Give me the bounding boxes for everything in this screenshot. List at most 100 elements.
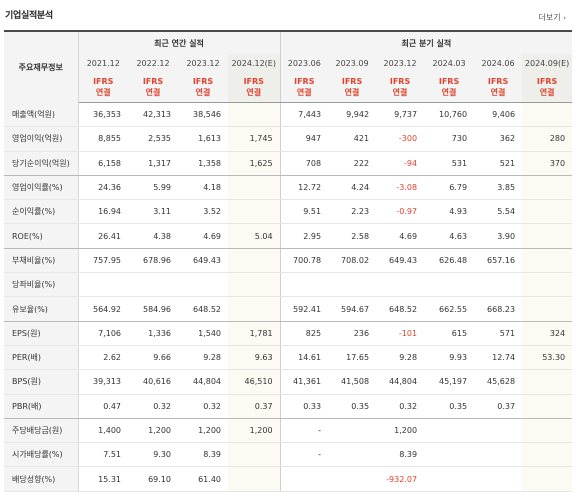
ifrs-standard: IFRS — [487, 77, 509, 86]
table-cell: 3.11 — [128, 199, 178, 225]
chevron-right-icon[interactable]: › — [563, 14, 566, 22]
row-label: BPS(원) — [4, 369, 79, 395]
table-cell — [228, 102, 281, 128]
table-cell: 584.96 — [128, 296, 178, 322]
period-header: 2023.06 — [280, 54, 329, 72]
table-cell: 24.36 — [78, 175, 128, 201]
table-cell: 1,336 — [128, 321, 178, 346]
table-cell: 45,197 — [424, 369, 475, 395]
row-label: EPS(원) — [4, 321, 79, 346]
table-cell: 8.39 — [178, 442, 228, 468]
table-row: 배당성향(%) 15.31 69.10 61.40 -932.07 — [4, 466, 573, 492]
table-cell — [280, 272, 329, 298]
table-cell: 12.74 — [474, 345, 523, 371]
row-label: PER(배) — [4, 345, 79, 371]
table-cell: 8.39 — [376, 442, 425, 468]
row-label: PBR(배) — [4, 394, 79, 419]
table-cell: 4.24 — [328, 175, 377, 201]
table-cell: 9.51 — [280, 199, 329, 225]
table-cell: 26.41 — [78, 223, 128, 249]
period-header: 2023.09 — [328, 54, 377, 72]
table-row: 영업이익률(%) 24.36 5.99 4.18 12.72 4.24 -3.08 6.79 3… — [4, 175, 573, 201]
table-cell: 41,361 — [280, 369, 329, 395]
table-header: 주요재무정보 최근 연간 실적 최근 분기 실적 2021.12 2022.12 2… — [4, 30, 573, 103]
more-label[interactable]: 더보기 — [538, 13, 561, 22]
table-cell: 39,313 — [78, 369, 128, 395]
table-cell: 678.96 — [128, 248, 178, 274]
table-cell: 44,804 — [376, 369, 425, 395]
table-cell — [228, 466, 281, 492]
table-cell — [522, 223, 573, 249]
ifrs-standard: IFRS — [341, 77, 363, 86]
table-cell: 0.32 — [376, 394, 425, 419]
ifrs-label: IFRS 연결 — [474, 72, 523, 103]
table-cell: 3.85 — [474, 175, 523, 201]
period-header: 2024.12(E) — [228, 54, 281, 72]
more-link[interactable]: 더보기 › — [539, 12, 566, 23]
table-cell: -932.07 — [376, 466, 425, 492]
table-cell: 5.99 — [128, 175, 178, 201]
table-cell: 1,745 — [228, 126, 281, 152]
table-cell — [474, 418, 523, 444]
table-cell: 0.32 — [128, 394, 178, 419]
row-label: 영업이익(억원) — [4, 126, 79, 152]
table-cell: 0.32 — [178, 394, 228, 419]
table-cell: 46,510 — [228, 369, 281, 395]
ifrs-label: IFRS 연결 — [522, 72, 573, 103]
table-cell — [328, 418, 377, 444]
ifrs-row: IFRS 연결 IFRS 연결 IFRS 연결 IFRS 연결 IFRS 연결 IFRS 연결 IFRS… — [4, 72, 573, 103]
table-cell: 2.23 — [328, 199, 377, 225]
table-cell: 1,200 — [228, 418, 281, 444]
table-cell — [280, 466, 329, 492]
table-cell: 14.61 — [280, 345, 329, 371]
table-cell: 3.90 — [474, 223, 523, 249]
quarter-header: 최근 분기 실적 — [280, 30, 573, 54]
table-cell: 7.51 — [78, 442, 128, 468]
table-cell — [424, 466, 475, 492]
row-label: 순이익률(%) — [4, 199, 79, 225]
table-cell — [424, 418, 475, 444]
row-label: 당좌비율(%) — [4, 272, 79, 298]
table-cell — [522, 248, 573, 274]
table-cell: 947 — [280, 126, 329, 152]
table-cell — [78, 272, 128, 298]
row-label: 부채비율(%) — [4, 248, 79, 274]
ifrs-label: IFRS 연결 — [178, 72, 228, 103]
annual-header: 최근 연간 실적 — [78, 30, 281, 54]
table-cell — [474, 442, 523, 468]
table-row: 순이익률(%) 16.94 3.11 3.52 9.51 2.23 -0.97 4.93 5.5… — [4, 199, 573, 225]
period-header: 2022.12 — [128, 54, 178, 72]
table-cell: 9.63 — [228, 345, 281, 371]
ifrs-consolidated: 연결 — [441, 88, 457, 97]
table-cell — [522, 466, 573, 492]
table-cell — [522, 199, 573, 225]
table-cell: 4.38 — [128, 223, 178, 249]
table-cell: 222 — [328, 151, 377, 176]
table-row: 매출액(억원) 36,353 42,313 38,546 7,443 9,942 9,737… — [4, 102, 573, 128]
table-cell: 649.43 — [178, 248, 228, 274]
table-cell — [522, 272, 573, 298]
table-cell: 16.94 — [78, 199, 128, 225]
table-cell: 1,400 — [78, 418, 128, 444]
table-cell: 648.52 — [178, 296, 228, 322]
table-cell — [228, 296, 281, 322]
table-cell: 4.69 — [178, 223, 228, 249]
table-cell — [228, 199, 281, 225]
table-row: EPS(원) 7,106 1,336 1,540 1,781 825 236 -101 615 5… — [4, 321, 573, 346]
table-cell: 9,406 — [474, 102, 523, 128]
table-row: 주당배당금(원) 1,400 1,200 1,200 1,200-1,200 — [4, 418, 573, 444]
period-header: 2024.06 — [474, 54, 523, 72]
table-cell: 0.33 — [280, 394, 329, 419]
ifrs-consolidated: 연결 — [490, 88, 506, 97]
ifrs-label: IFRS 연결 — [280, 72, 329, 103]
table-cell: 1,625 — [228, 151, 281, 176]
table-row: 시가배당률(%) 7.51 9.30 8.39-8.39 — [4, 442, 573, 468]
table-cell: 730 — [424, 126, 475, 152]
table-cell: 4.69 — [376, 223, 425, 249]
table-cell: 4.93 — [424, 199, 475, 225]
table-cell: 700.78 — [280, 248, 329, 274]
ifrs-label: IFRS 연결 — [78, 72, 128, 103]
table-cell: 8,855 — [78, 126, 128, 152]
table-cell: 757.95 — [78, 248, 128, 274]
table-cell: 1,200 — [128, 418, 178, 444]
